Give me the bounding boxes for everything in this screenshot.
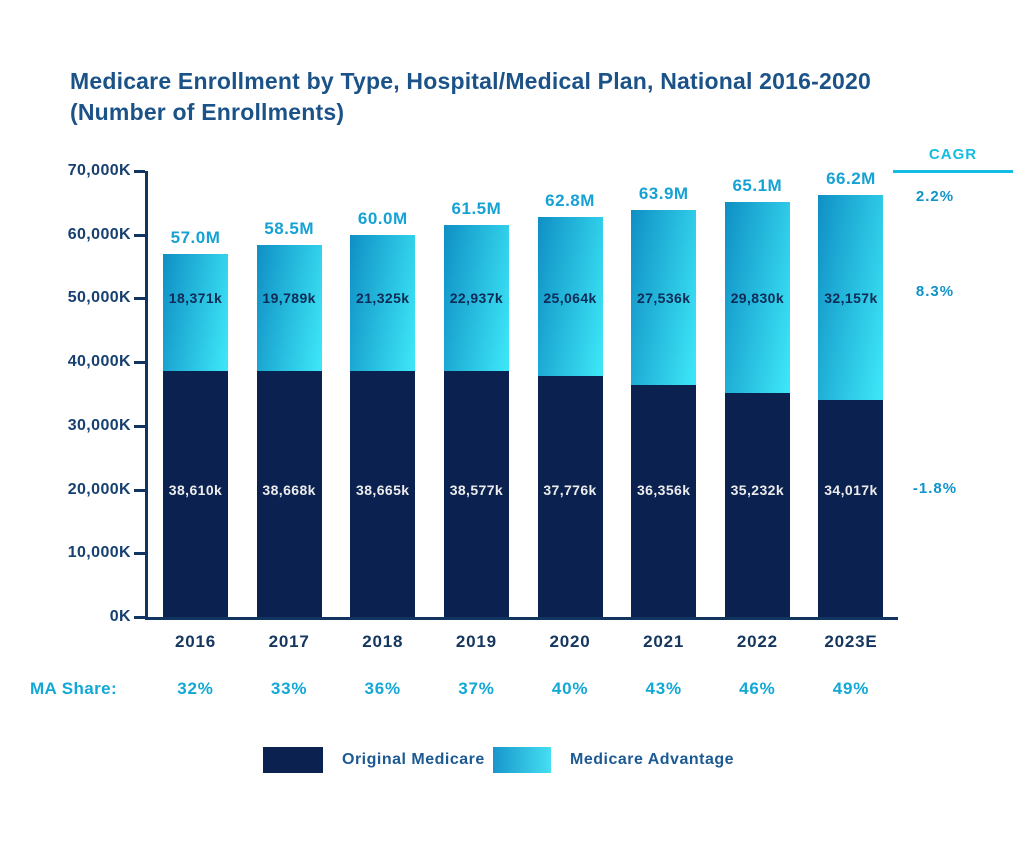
bar-segment-original-medicare	[163, 370, 228, 617]
bar-segment-medicare-advantage	[724, 202, 790, 393]
bar-total-label: 60.0M	[357, 208, 408, 228]
x-axis-category-label: 2016	[174, 632, 216, 651]
bar-value-original-medicare: 35,232k	[730, 482, 785, 498]
y-axis-tick-label: 70,000K	[67, 162, 131, 179]
y-axis-tick-mark	[134, 170, 145, 173]
bar-value-original-medicare: 38,665k	[356, 482, 410, 498]
bar-segment-original-medicare	[818, 400, 884, 617]
cagr-value-medicare-advantage: 8.3%	[915, 283, 955, 300]
legend-swatch-original-medicare	[263, 747, 323, 773]
legend-label-original-medicare: Original Medicare	[342, 751, 485, 768]
ma-share-value: 33%	[270, 679, 308, 698]
x-axis-category-label: 2023E	[824, 632, 878, 651]
y-axis-tick-mark	[134, 488, 145, 492]
ma-share-value: 37%	[458, 679, 495, 698]
x-axis-category-label: 2020	[549, 632, 591, 651]
bar-segment-original-medicare	[631, 385, 697, 617]
bar-segment-medicare-advantage	[818, 195, 884, 401]
y-axis-tick-mark	[134, 297, 145, 301]
y-axis-tick-label: 40,000K	[67, 353, 131, 371]
bar-value-medicare-advantage: 29,830k	[730, 290, 785, 306]
ma-share-value: 36%	[364, 679, 401, 698]
ma-share-value: 43%	[645, 679, 682, 698]
bar-segment-medicare-advantage	[350, 234, 416, 371]
ma-share-row-label: MA Share:	[30, 679, 118, 698]
bar-value-medicare-advantage: 18,371k	[168, 290, 223, 306]
bar-value-medicare-advantage: 22,937k	[449, 290, 504, 306]
y-axis-tick-mark	[134, 552, 145, 556]
ma-share-value: 49%	[832, 679, 870, 698]
bar-value-original-medicare: 36,356k	[636, 482, 691, 498]
y-axis-tick-label: 20,000K	[67, 480, 131, 498]
ma-share-value: 32%	[177, 679, 214, 698]
chart-title-line2: (Number of Enrollments)	[70, 99, 345, 125]
y-axis-tick-label: 10,000K	[67, 544, 131, 562]
bar-value-original-medicare: 37,776k	[543, 482, 597, 498]
y-axis-line	[145, 171, 148, 620]
x-axis-category-label: 2021	[643, 632, 685, 651]
cagr-value-original-medicare: -1.8%	[912, 480, 958, 497]
bar-segment-original-medicare	[350, 370, 416, 617]
bar-total-label: 61.5M	[451, 199, 502, 219]
bar-segment-medicare-advantage	[163, 253, 228, 371]
bar-total-label: 65.1M	[732, 176, 783, 196]
legend-swatch-medicare-advantage	[493, 747, 551, 773]
y-axis-tick-mark	[134, 424, 145, 428]
bar-segment-original-medicare	[537, 376, 603, 617]
bar-segment-medicare-advantage	[443, 225, 509, 372]
y-axis-tick-mark	[134, 233, 145, 237]
bar-segment-medicare-advantage	[256, 244, 322, 371]
bar-segment-original-medicare	[724, 392, 790, 617]
y-axis-tick-mark	[134, 361, 145, 365]
bar-segment-medicare-advantage	[537, 216, 603, 377]
chart-title-line1: Medicare Enrollment by Type, Hospital/Me…	[70, 68, 871, 94]
x-axis-category-label: 2022	[736, 632, 778, 651]
bar-value-medicare-advantage: 25,064k	[543, 290, 597, 306]
cagr-header-underline	[893, 170, 1013, 173]
bar-value-medicare-advantage: 19,789k	[262, 290, 316, 306]
bar-total-label: 63.9M	[638, 183, 689, 203]
bar-total-label: 66.2M	[826, 169, 876, 189]
bar-value-medicare-advantage: 21,325k	[356, 290, 410, 306]
bar-total-label: 62.8M	[545, 190, 595, 210]
bar-value-medicare-advantage: 27,536k	[636, 290, 691, 306]
bar-value-medicare-advantage: 32,157k	[824, 290, 878, 306]
y-axis-tick-label: 0K	[109, 608, 131, 625]
y-axis-tick-label: 30,000K	[67, 416, 131, 434]
bar-segment-original-medicare	[256, 370, 322, 617]
x-axis-line	[145, 617, 898, 620]
cagr-column-header: CAGR	[928, 146, 978, 163]
bar-segment-medicare-advantage	[631, 209, 697, 386]
cagr-value-total: 2.2%	[915, 188, 955, 205]
x-axis-category-label: 2018	[362, 632, 404, 651]
y-axis-tick-mark	[134, 616, 145, 619]
bar-value-original-medicare: 38,668k	[262, 482, 316, 498]
legend-label-medicare-advantage: Medicare Advantage	[570, 751, 735, 768]
ma-share-value: 46%	[739, 679, 776, 698]
ma-share-value: 40%	[551, 679, 589, 698]
y-axis-tick-label: 50,000K	[67, 289, 131, 307]
bar-total-label: 58.5M	[264, 218, 314, 238]
bar-total-label: 57.0M	[170, 227, 221, 247]
bar-value-original-medicare: 34,017k	[824, 482, 878, 498]
bar-value-original-medicare: 38,577k	[449, 482, 504, 498]
x-axis-category-label: 2019	[455, 632, 497, 651]
y-axis-tick-label: 60,000K	[67, 225, 131, 243]
bar-value-original-medicare: 38,610k	[168, 482, 223, 498]
chart-title: Medicare Enrollment by Type, Hospital/Me…	[70, 66, 970, 128]
x-axis-category-label: 2017	[268, 632, 310, 651]
bar-segment-original-medicare	[443, 371, 509, 617]
